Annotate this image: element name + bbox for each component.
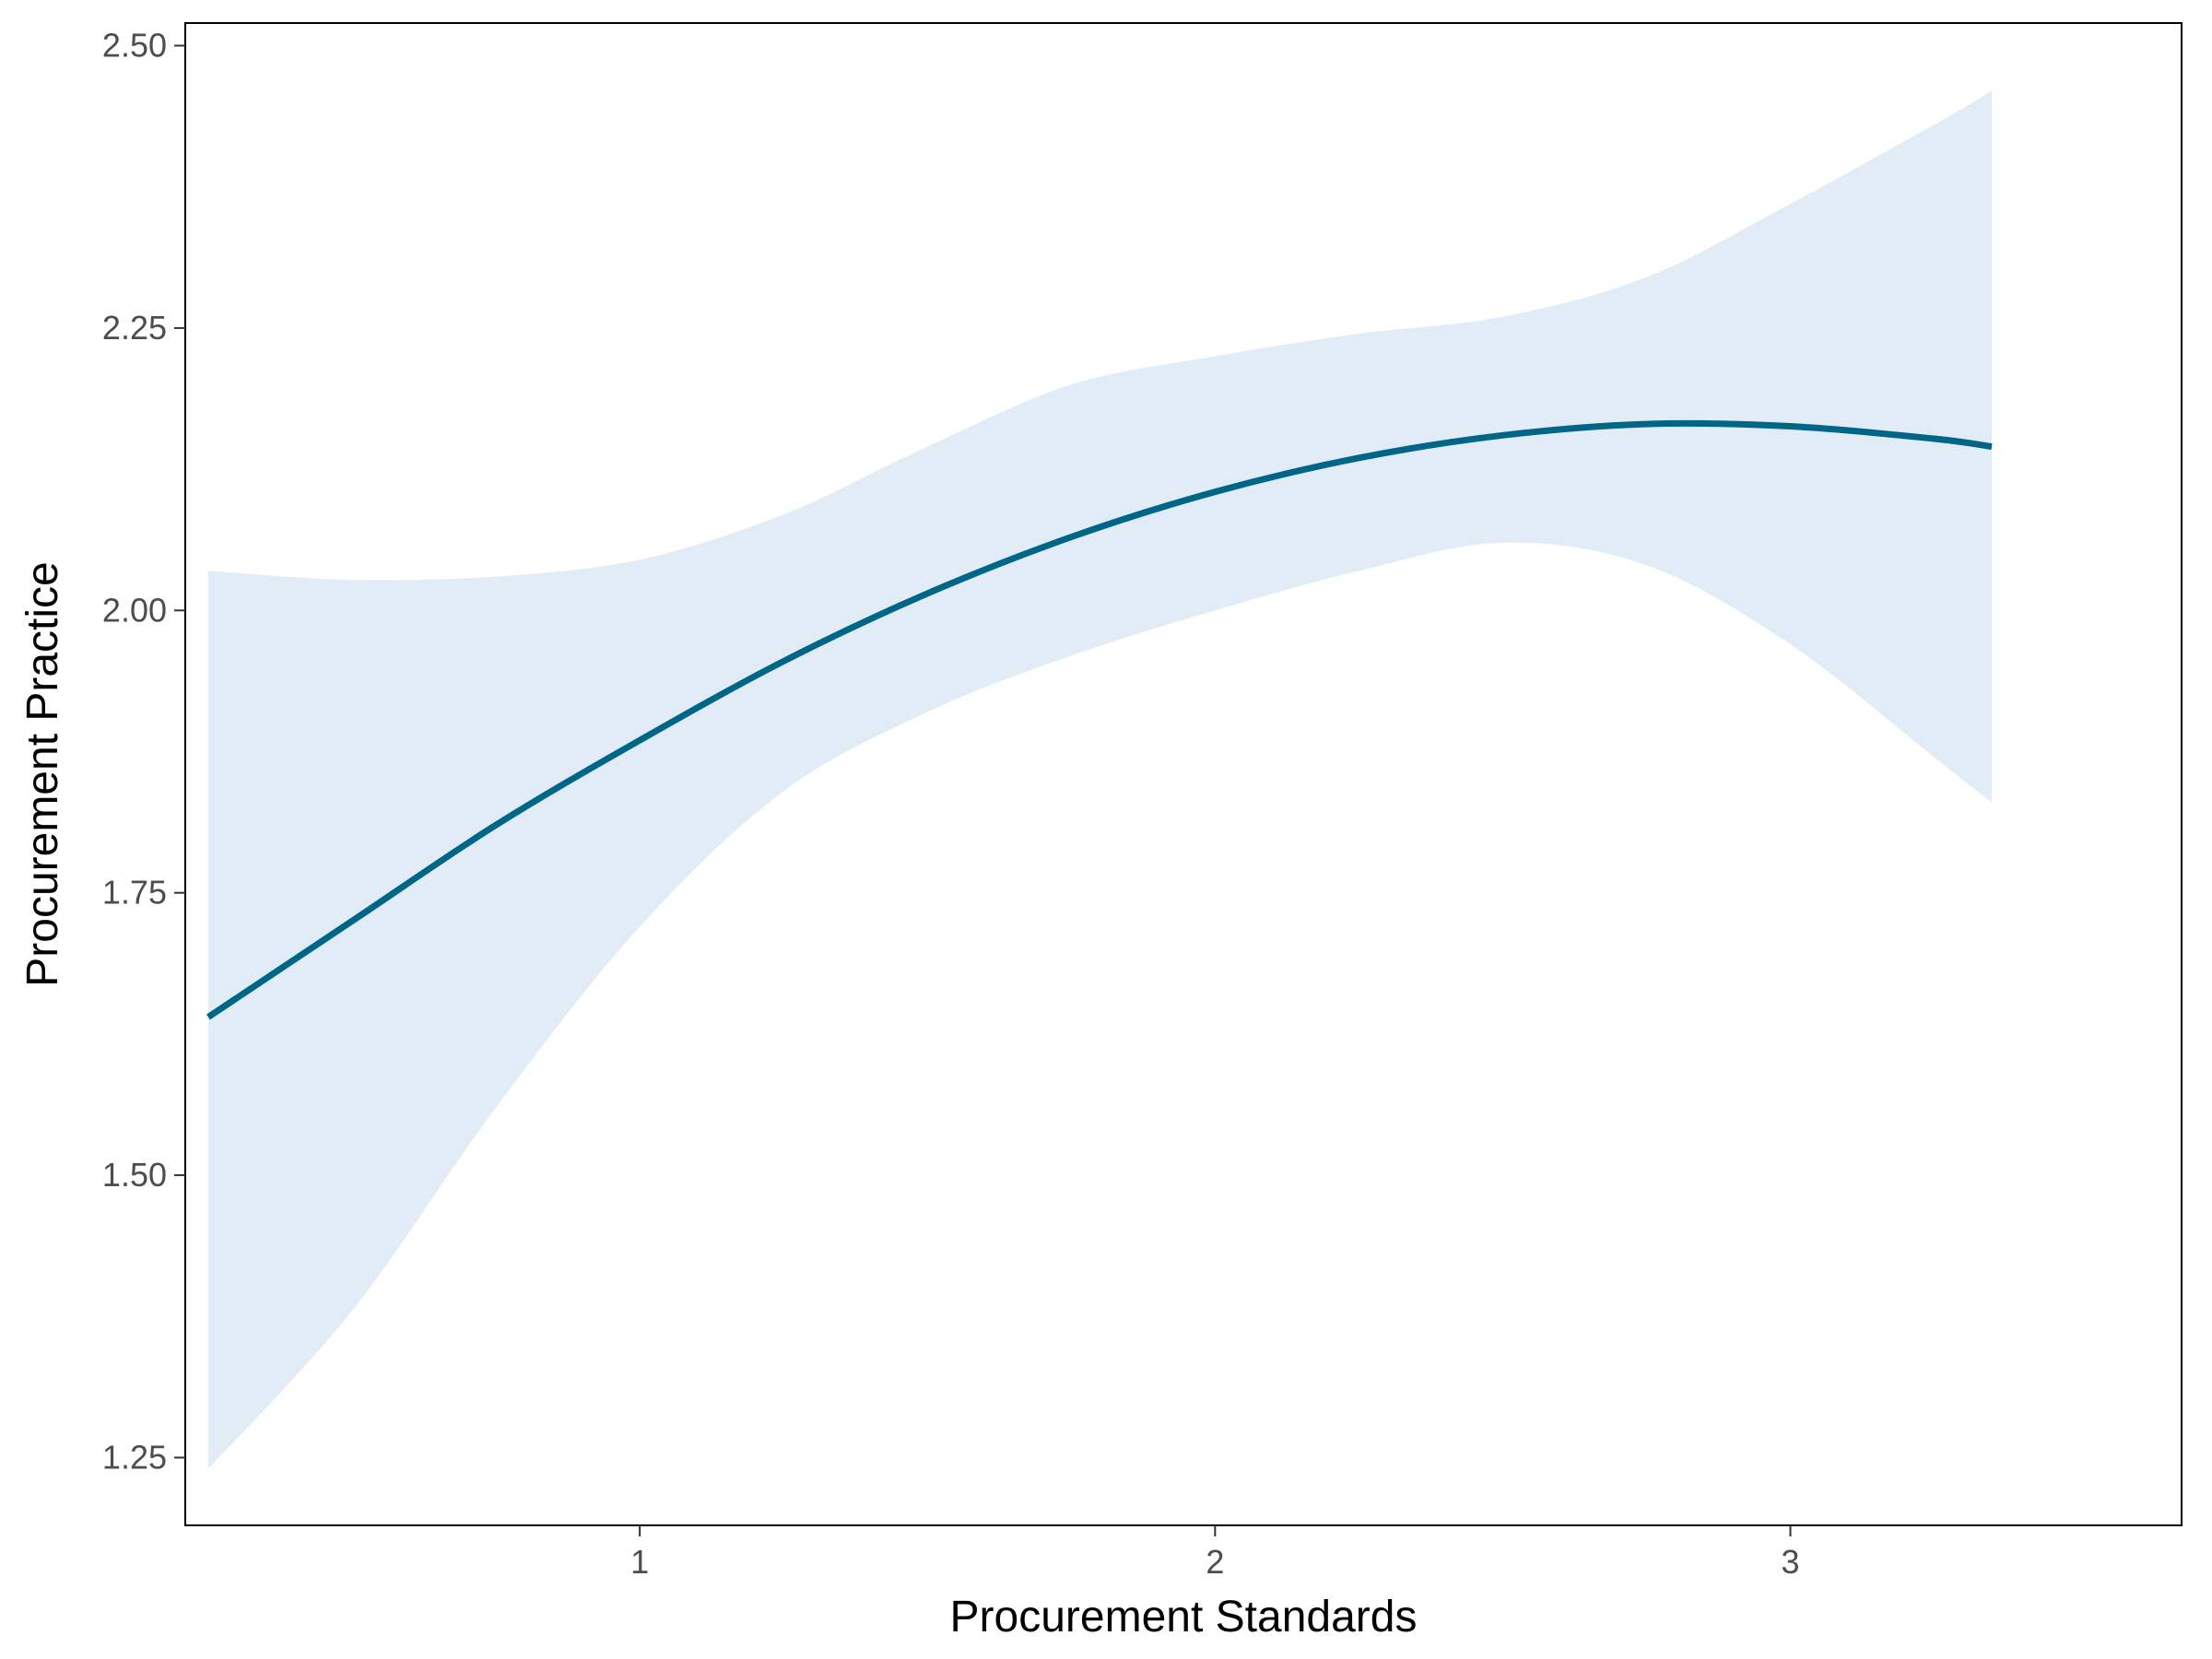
plot-area xyxy=(206,90,1993,1469)
x-axis-title: Procurement Standards xyxy=(950,1593,1418,1641)
y-axis-title: Procurement Practice xyxy=(18,561,67,987)
y-tick-label: 1.50 xyxy=(102,1156,167,1194)
y-tick-label: 2.00 xyxy=(102,591,167,629)
x-tick-label: 1 xyxy=(630,1543,649,1581)
panel-border xyxy=(184,22,2183,1526)
y-tick-label: 2.25 xyxy=(102,309,167,347)
fitted-line xyxy=(206,419,1993,1020)
y-axis: 1.25 1.50 1.75 2.00 2.25 2.50 xyxy=(102,27,185,1476)
x-axis: 1 2 3 xyxy=(630,1525,1800,1581)
confidence-band xyxy=(207,90,1993,1469)
y-tick-label: 2.50 xyxy=(102,27,167,65)
x-tick-label: 3 xyxy=(1782,1543,1800,1581)
x-tick-label: 2 xyxy=(1206,1543,1224,1581)
y-tick-label: 1.25 xyxy=(102,1438,167,1476)
y-tick-label: 1.75 xyxy=(102,874,167,912)
